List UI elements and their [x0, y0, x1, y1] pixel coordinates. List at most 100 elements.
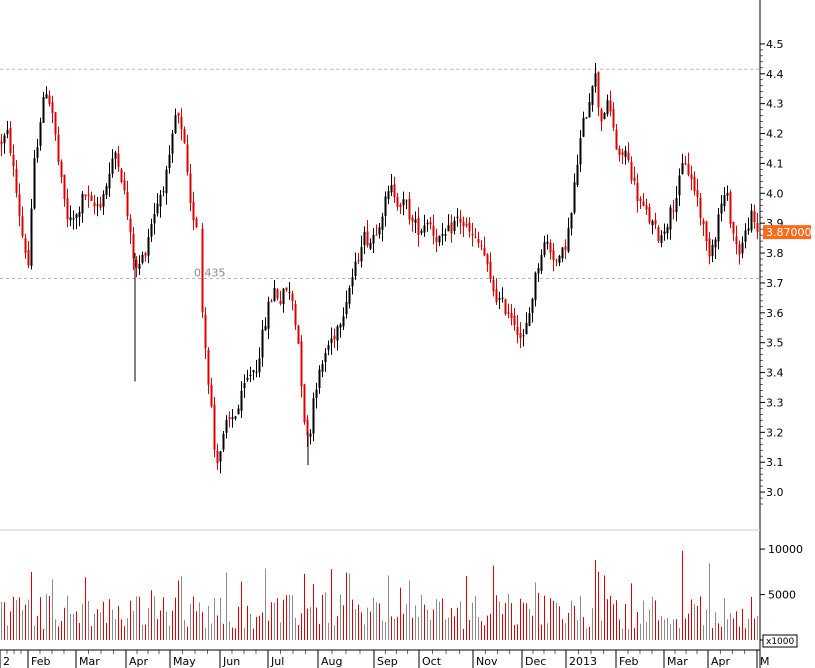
candle-body [417, 217, 420, 235]
month-label: Mar [79, 655, 100, 668]
candle-body [753, 211, 756, 222]
candle-body [543, 242, 546, 256]
volume-tick-label: 10000 [768, 543, 803, 556]
candle-body [582, 117, 585, 137]
candle-body [525, 322, 528, 335]
candle-body [564, 246, 567, 250]
price-tick-label: 3.2 [766, 426, 784, 439]
candle-body [573, 182, 576, 213]
candle-body [741, 242, 744, 254]
price-tick-label: 3.1 [766, 456, 784, 469]
candle-body [435, 236, 438, 243]
candle-body [60, 161, 63, 178]
price-tick-label: 4.1 [766, 157, 784, 170]
candle-body [732, 221, 735, 234]
candle-body [639, 199, 642, 202]
candle-body [123, 180, 126, 191]
volume-multiplier-box [762, 634, 798, 648]
candle-body [729, 192, 732, 224]
candle-body [390, 184, 393, 193]
price-tick-label: 3.0 [766, 486, 784, 499]
candle-body [366, 231, 369, 246]
candle-body [261, 329, 264, 358]
candle-body [516, 326, 519, 335]
candle-body [45, 94, 48, 99]
candle-body [705, 221, 708, 242]
candle-body [84, 194, 87, 197]
candle-body [0, 141, 3, 145]
candle-body [333, 335, 336, 340]
candle-body [63, 174, 66, 200]
candle-body [129, 218, 132, 233]
month-label: Dec [525, 655, 546, 668]
candle-body [420, 230, 423, 234]
candle-body [669, 207, 672, 230]
candle-body [297, 325, 300, 344]
candle-body [501, 297, 504, 299]
candle-body [702, 220, 705, 225]
candle-body [441, 233, 444, 236]
candle-body [336, 326, 339, 341]
candle-body [651, 221, 654, 226]
candle-body [432, 225, 435, 236]
candle-body [228, 417, 231, 420]
candle-body [117, 153, 120, 168]
candle-body [717, 214, 720, 242]
candle-body [414, 219, 417, 223]
candle-body [21, 216, 24, 237]
month-label: May [173, 655, 196, 668]
candle-body [399, 204, 402, 208]
candle-body [552, 250, 555, 261]
candle-body [570, 212, 573, 229]
candle-body [594, 73, 597, 87]
price-tick-label: 3.5 [766, 337, 784, 350]
candle-body [285, 287, 288, 291]
price-tick-label: 4.2 [766, 128, 784, 141]
volume-multiplier-label: x1000 [766, 637, 795, 647]
candle-body [735, 236, 738, 245]
candle-body [480, 245, 483, 247]
candle-body [168, 154, 171, 169]
candle-body [402, 199, 405, 206]
candle-body [510, 312, 513, 319]
candle-body [555, 259, 558, 261]
candle-body [492, 279, 495, 292]
candle-body [321, 363, 324, 372]
candle-body [558, 255, 561, 263]
candle-body [660, 235, 663, 244]
candle-body [186, 144, 189, 173]
price-tick-label: 3.7 [766, 277, 784, 290]
candle-body [756, 222, 759, 232]
candle-body [633, 177, 636, 181]
price-tick-label: 4.5 [766, 38, 784, 51]
candle-body [453, 220, 456, 231]
candle-body [567, 228, 570, 252]
candle-body [750, 210, 753, 231]
candle-body [603, 113, 606, 120]
candle-body [477, 239, 480, 243]
candle-body [300, 341, 303, 387]
candle-body [534, 272, 537, 301]
candle-body [69, 217, 72, 221]
candle-body [363, 231, 366, 246]
candle-body [381, 216, 384, 230]
candle-body [513, 315, 516, 326]
candle-body [726, 193, 729, 196]
candle-body [180, 116, 183, 130]
candle-body [309, 433, 312, 437]
candle-body [3, 135, 6, 144]
candle-body [237, 408, 240, 415]
candle-body [666, 227, 669, 234]
candle-body [18, 194, 21, 216]
candle-body [444, 234, 447, 236]
candle-body [711, 245, 714, 257]
candle-body [66, 198, 69, 220]
last-price-badge [763, 225, 811, 240]
candle-body [138, 263, 141, 269]
candle-body [339, 324, 342, 328]
candle-body [546, 241, 549, 244]
volume-bars [1, 550, 758, 640]
candle-body [144, 253, 147, 256]
